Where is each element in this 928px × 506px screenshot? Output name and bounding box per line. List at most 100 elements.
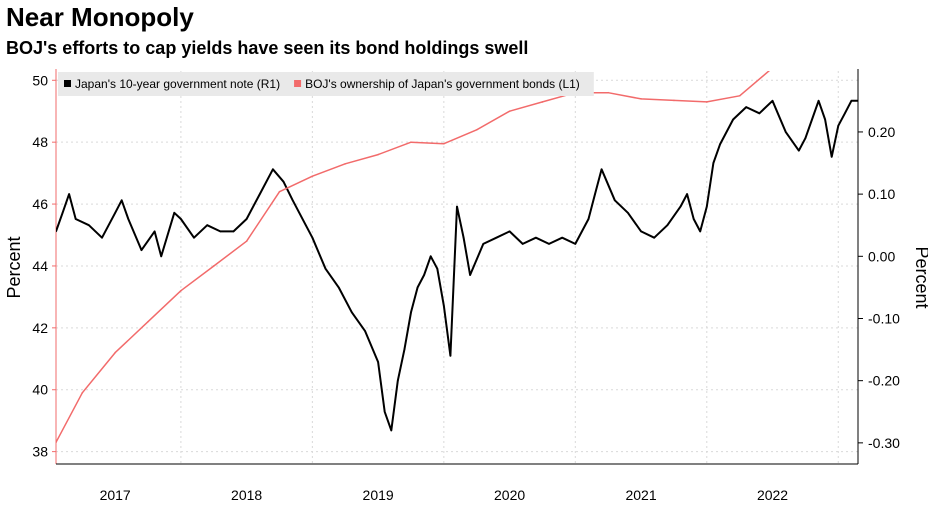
data-point <box>410 311 412 314</box>
data-point <box>377 153 379 156</box>
data-point <box>811 118 813 121</box>
data-point <box>140 249 143 251</box>
data-point <box>561 236 563 239</box>
data-point <box>403 348 406 351</box>
chart-subtitle: BOJ's efforts to cap yields have seen it… <box>6 38 529 58</box>
data-point <box>272 168 274 171</box>
data-point <box>732 118 734 121</box>
data-point <box>232 230 235 233</box>
data-point <box>469 274 471 276</box>
left-tick-label: 46 <box>32 196 48 212</box>
data-point <box>817 100 820 102</box>
data-point <box>410 141 412 143</box>
data-point <box>719 143 721 146</box>
data-point <box>282 180 285 183</box>
data-point <box>804 137 807 139</box>
x-tick-label: 2021 <box>625 487 656 503</box>
data-point <box>706 205 708 208</box>
left-tick-label: 44 <box>32 258 48 274</box>
data-point <box>475 128 478 131</box>
data-point <box>81 392 84 394</box>
legend-background <box>58 72 594 96</box>
left-tick-label: 38 <box>32 444 48 460</box>
data-point <box>324 267 327 270</box>
left-axis-title: Percent <box>4 236 24 298</box>
series-group <box>56 67 858 444</box>
data-point <box>686 193 688 195</box>
data-point <box>337 286 340 289</box>
data-point <box>587 218 590 220</box>
data-point <box>640 98 642 100</box>
axes: 38 40 42 44 46 48 50 Percent -0.30 -0.20 -0.10 0.00… <box>4 69 928 503</box>
data-point <box>508 110 511 113</box>
data-point <box>61 211 64 214</box>
data-point <box>600 168 603 171</box>
data-point <box>120 199 123 202</box>
data-point <box>278 190 281 193</box>
data-point <box>706 101 708 103</box>
data-point <box>673 99 675 102</box>
data-point <box>56 441 57 444</box>
data-point <box>305 224 307 227</box>
data-point <box>508 230 511 233</box>
x-tick-label: 2022 <box>757 487 788 503</box>
chart-title: Near Monopoly <box>6 2 194 32</box>
legend-label: BOJ's ownership of Japan's government bo… <box>305 77 580 91</box>
data-point <box>574 243 577 245</box>
legend-label: Japan's 10-year government note (R1) <box>75 77 280 91</box>
data-point <box>429 255 432 258</box>
data-point <box>699 230 702 233</box>
x-tick-label: 2020 <box>494 487 525 503</box>
x-tick-label: 2018 <box>231 487 262 503</box>
data-point <box>212 265 215 267</box>
data-point <box>738 94 741 97</box>
data-point <box>824 118 826 121</box>
data-point <box>666 224 669 227</box>
data-point <box>541 101 544 103</box>
data-point <box>798 149 800 152</box>
data-point <box>74 218 77 220</box>
data-point <box>771 100 774 102</box>
data-point <box>351 311 353 314</box>
data-point <box>180 218 182 220</box>
data-point <box>443 305 445 307</box>
data-point <box>627 211 629 214</box>
data-point <box>784 131 787 133</box>
data-point <box>772 67 774 69</box>
data-point <box>56 230 57 233</box>
data-point <box>397 379 399 382</box>
data-point <box>291 199 294 202</box>
series-line-1 <box>56 99 858 432</box>
data-point <box>548 243 550 245</box>
right-tick-label: -0.20 <box>868 373 900 389</box>
data-point <box>423 274 425 276</box>
data-point <box>857 100 858 102</box>
data-point <box>114 351 116 354</box>
data-point <box>462 236 465 239</box>
left-tick-label: 40 <box>32 382 48 398</box>
data-point <box>692 218 695 220</box>
data-point <box>607 91 609 94</box>
data-point <box>160 255 162 258</box>
right-tick-label: 0.10 <box>868 186 895 202</box>
right-tick-label: -0.10 <box>868 310 900 326</box>
data-point <box>377 361 379 363</box>
data-point <box>679 205 682 208</box>
data-point <box>88 224 90 227</box>
data-point <box>535 236 537 239</box>
data-point <box>495 236 498 239</box>
left-tick-label: 48 <box>32 134 48 150</box>
data-point <box>311 236 314 239</box>
data-point <box>344 163 347 165</box>
data-point <box>640 230 642 233</box>
data-point <box>830 156 833 158</box>
right-axis-title: Percent <box>912 246 928 308</box>
x-tick-label: 2019 <box>363 487 394 503</box>
right-tick-label: 0.20 <box>868 124 895 140</box>
data-point <box>482 243 485 245</box>
data-point <box>390 429 393 432</box>
data-point <box>127 218 130 220</box>
data-point <box>153 230 156 233</box>
x-tick-label: 2017 <box>100 487 131 503</box>
